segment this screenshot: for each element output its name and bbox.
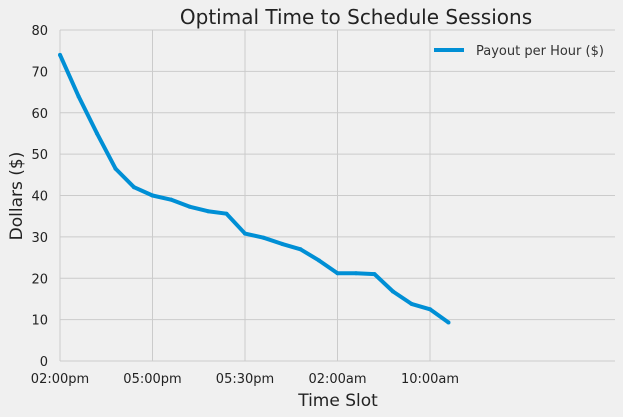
data-point bbox=[391, 289, 395, 294]
data-point bbox=[58, 52, 62, 57]
y-tick-label: 30 bbox=[31, 231, 48, 246]
x-tick-label: 02:00pm bbox=[31, 372, 89, 387]
y-tick-label: 50 bbox=[31, 148, 48, 163]
y-tick-label: 40 bbox=[31, 190, 48, 205]
y-tick-label: 60 bbox=[31, 107, 48, 122]
series-line bbox=[58, 54, 450, 325]
data-point bbox=[354, 271, 358, 276]
data-point bbox=[206, 209, 210, 214]
data-point bbox=[335, 271, 340, 276]
x-tick-label: 05:00pm bbox=[123, 372, 181, 387]
data-point bbox=[317, 258, 321, 263]
x-axis-label: Time Slot bbox=[297, 391, 378, 411]
y-tick-label: 80 bbox=[31, 24, 48, 39]
y-tick-label: 70 bbox=[31, 65, 48, 80]
y-tick-label: 0 bbox=[40, 355, 48, 370]
data-point bbox=[243, 231, 247, 236]
chart-title: Optimal Time to Schedule Sessions bbox=[180, 5, 532, 29]
data-point bbox=[76, 94, 81, 99]
data-point bbox=[409, 301, 414, 306]
data-point bbox=[224, 211, 229, 216]
series-layer bbox=[58, 52, 451, 325]
data-point bbox=[169, 197, 173, 202]
data-point bbox=[187, 204, 192, 209]
data-point bbox=[95, 131, 99, 136]
axes: 0 10 20 30 40 50 60 70 80 02:00pm 05:00pm 05:30pm 02… bbox=[31, 24, 459, 387]
grid bbox=[59, 29, 615, 362]
data-point bbox=[132, 185, 136, 190]
x-tick-label: 02:00am bbox=[308, 372, 366, 387]
data-point bbox=[150, 193, 155, 198]
x-tick-label: 05:30pm bbox=[216, 372, 274, 387]
y-tick-label: 20 bbox=[31, 272, 48, 287]
data-point bbox=[446, 320, 451, 325]
data-point bbox=[113, 166, 118, 171]
data-point bbox=[298, 247, 303, 252]
y-axis-label: Dollars ($) bbox=[7, 152, 27, 241]
data-point bbox=[261, 235, 266, 240]
data-point bbox=[280, 241, 284, 246]
legend-label: Payout per Hour ($) bbox=[476, 44, 604, 59]
legend: Payout per Hour ($) bbox=[434, 44, 604, 59]
x-tick-label: 10:00am bbox=[401, 372, 459, 387]
y-tick-label: 10 bbox=[31, 314, 48, 329]
data-point bbox=[372, 272, 377, 277]
data-point bbox=[428, 307, 432, 312]
